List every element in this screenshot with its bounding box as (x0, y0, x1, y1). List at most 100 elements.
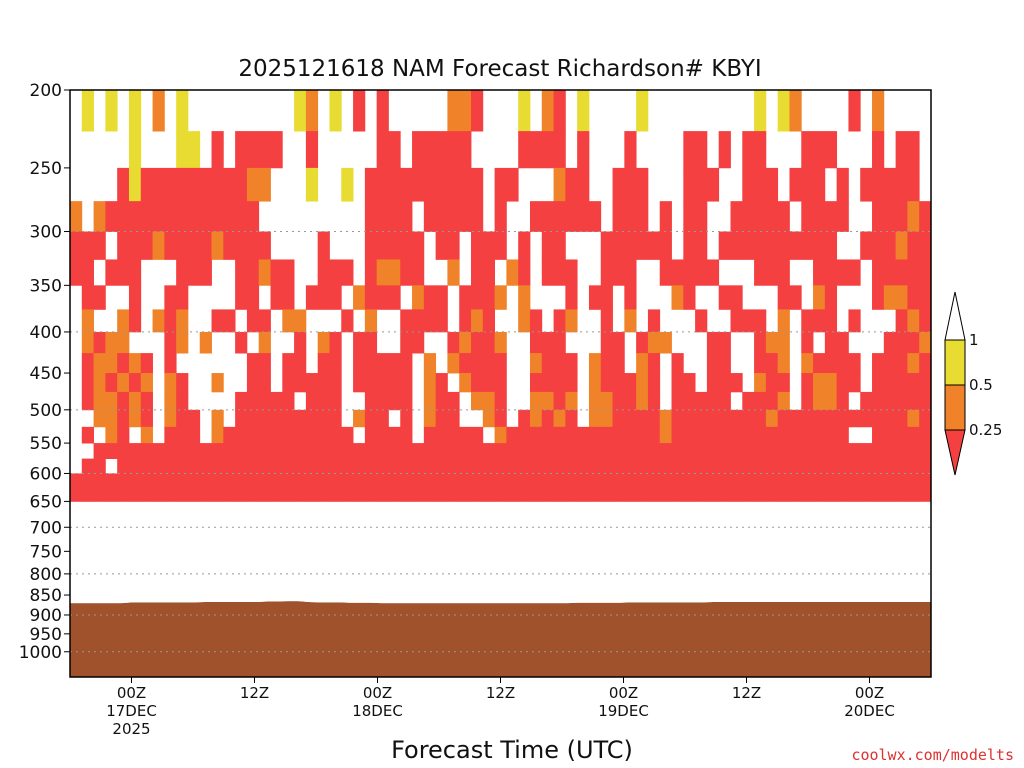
heatmap-cell (624, 259, 637, 286)
heatmap-cell (624, 409, 637, 428)
heatmap-cell (612, 353, 625, 374)
heatmap-cell (718, 487, 731, 502)
heatmap-cell (765, 473, 779, 489)
heatmap-cell (482, 353, 495, 374)
heatmap-cell (518, 409, 531, 428)
heatmap-cell (919, 331, 931, 354)
heatmap-cell (612, 458, 625, 474)
heatmap-cell (176, 391, 189, 411)
heatmap-cell (647, 426, 661, 444)
heatmap-cell (895, 331, 908, 354)
heatmap-cell (81, 309, 94, 333)
heatmap-cell (742, 487, 755, 502)
heatmap-cell (518, 231, 531, 260)
heatmap-cell (117, 458, 130, 474)
heatmap-cell (754, 201, 767, 232)
heatmap-cell (895, 259, 908, 286)
heatmap-cell (848, 473, 861, 489)
heatmap-cell (258, 426, 271, 444)
heatmap-cell (70, 259, 83, 286)
heatmap-cell (765, 443, 779, 460)
heatmap-cell (423, 443, 437, 460)
y-tick-label: 800 (30, 565, 62, 585)
heatmap-cell (140, 426, 153, 444)
heatmap-cell (128, 201, 142, 232)
heatmap-cell (270, 487, 283, 502)
heatmap-cell (919, 443, 931, 460)
heatmap-cell (176, 90, 189, 132)
heatmap-cell (341, 487, 354, 502)
heatmap-cell (742, 409, 755, 428)
heatmap-cell (282, 373, 295, 393)
heatmap-cell (364, 426, 378, 444)
heatmap-cell (494, 458, 507, 474)
heatmap-cell (258, 309, 271, 333)
heatmap-cell (235, 458, 248, 474)
heatmap-cell (235, 201, 248, 232)
heatmap-cell (813, 285, 826, 310)
heatmap-cell (801, 131, 814, 169)
heatmap-cell (294, 443, 307, 460)
heatmap-cell (388, 426, 401, 444)
heatmap-cell (81, 331, 94, 354)
heatmap-cell (518, 131, 531, 169)
heatmap-cell (423, 373, 437, 393)
heatmap-cell (907, 458, 920, 474)
heatmap-cell (459, 309, 472, 333)
heatmap-cell (305, 373, 319, 393)
heatmap-cell (471, 90, 484, 132)
heatmap-cell (187, 131, 201, 169)
heatmap-cell (270, 259, 283, 286)
heatmap-cell (317, 373, 330, 393)
heatmap-cell (93, 487, 106, 502)
heatmap-cell (683, 285, 696, 310)
heatmap-cell (105, 487, 118, 502)
heatmap-cell (789, 167, 802, 202)
heatmap-cell (81, 353, 94, 374)
heatmap-cell (176, 231, 189, 260)
heatmap-cell (412, 131, 425, 169)
heatmap-cell (258, 167, 271, 202)
heatmap-cell (447, 131, 460, 169)
heatmap-cell (494, 391, 507, 411)
heatmap-cell (624, 309, 637, 333)
heatmap-cell (317, 473, 330, 489)
heatmap-cell (459, 331, 472, 354)
heatmap-cell (199, 201, 212, 232)
heatmap-cell (683, 443, 696, 460)
heatmap-cell (459, 473, 472, 489)
heatmap-cell (70, 473, 83, 489)
heatmap-cell (105, 259, 118, 286)
heatmap-cell (164, 443, 177, 460)
heatmap-cell (813, 309, 826, 333)
heatmap-cell (742, 201, 755, 232)
heatmap-cell (730, 231, 743, 260)
heatmap-cell (364, 353, 378, 374)
heatmap-cell (176, 409, 189, 428)
heatmap-cell (529, 458, 543, 474)
heatmap-cell (388, 473, 401, 489)
heatmap-cell (647, 353, 661, 374)
heatmap-cell (754, 353, 767, 374)
heatmap-cell (459, 353, 472, 374)
heatmap-cell (872, 353, 885, 374)
heatmap-cell (754, 373, 767, 393)
heatmap-cell (588, 487, 602, 502)
heatmap-cell (128, 309, 142, 333)
heatmap-cell (388, 231, 401, 260)
heatmap-cell (270, 391, 283, 411)
heatmap-cell (364, 285, 378, 310)
heatmap-cell (636, 443, 649, 460)
heatmap-cell (471, 285, 484, 310)
heatmap-cell (777, 409, 790, 428)
heatmap-cell (140, 443, 153, 460)
heatmap-cell (577, 487, 590, 502)
heatmap-cell (529, 309, 543, 333)
heatmap-cell (907, 309, 920, 333)
heatmap-cell (624, 285, 637, 310)
heatmap-cell (176, 167, 189, 202)
heatmap-cell (246, 353, 260, 374)
heatmap-cell (636, 167, 649, 202)
y-tick-label: 450 (30, 364, 62, 384)
heatmap-cell (742, 458, 755, 474)
